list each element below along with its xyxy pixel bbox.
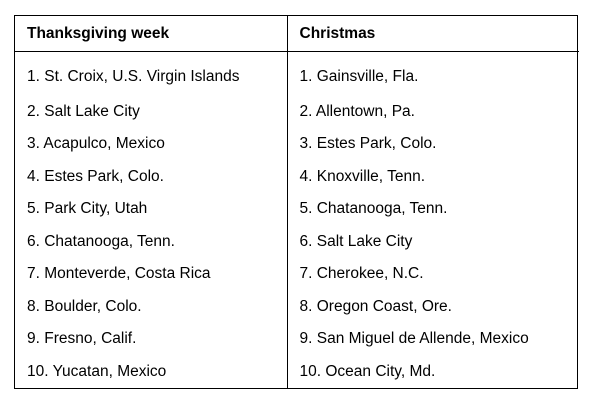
thanksgiving-cell: 5. Park City, Utah [27,200,148,218]
table-row: 8. Boulder, Colo. 8. Oregon Coast, Ore. [15,290,579,323]
destinations-table-container: Thanksgiving week Christmas 1. St. Croix… [14,15,579,389]
table-row: 7. Monteverde, Costa Rica 7. Cherokee, N… [15,258,579,291]
thanksgiving-cell: 2. Salt Lake City [27,102,140,120]
table-row: 3. Acapulco, Mexico 3. Estes Park, Colo. [15,128,579,161]
table-row: 2. Salt Lake City 2. Allentown, Pa. [15,95,579,129]
table-header-row: Thanksgiving week Christmas [15,16,579,52]
table-row: 5. Park City, Utah 5. Chatanooga, Tenn. [15,193,579,226]
table-row: 6. Chatanooga, Tenn. 6. Salt Lake City [15,225,579,259]
christmas-cell: 5. Chatanooga, Tenn. [286,193,579,226]
table-row: 4. Estes Park, Colo. 4. Knoxville, Tenn. [15,160,579,194]
thanksgiving-cell: 8. Boulder, Colo. [27,297,142,315]
christmas-cell: 3. Estes Park, Colo. [286,128,579,161]
christmas-cell: 1. Gainsville, Fla. [286,51,579,96]
table-row: 10. Yucatan, Mexico 10. Ocean City, Md. [15,355,579,388]
thanksgiving-cell: 7. Monteverde, Costa Rica [27,265,211,283]
christmas-cell: 2. Allentown, Pa. [286,95,579,129]
thanksgiving-cell: 3. Acapulco, Mexico [27,135,165,153]
column-header-thanksgiving: Thanksgiving week [15,16,287,52]
thanksgiving-cell: 9. Fresno, Calif. [27,330,137,348]
table-row: 1. St. Croix, U.S. Virgin Islands 1. Gai… [15,51,579,96]
christmas-cell: 9. San Miguel de Allende, Mexico [286,322,579,356]
thanksgiving-cell: 6. Chatanooga, Tenn. [27,232,175,250]
christmas-cell: 8. Oregon Coast, Ore. [286,290,579,323]
destinations-table: Thanksgiving week Christmas 1. St. Croix… [15,16,579,388]
thanksgiving-cell: 4. Estes Park, Colo. [27,167,164,185]
christmas-cell: 4. Knoxville, Tenn. [286,160,579,194]
christmas-cell: 6. Salt Lake City [286,225,579,259]
column-header-christmas: Christmas [286,16,579,52]
table-row: 9. Fresno, Calif. 9. San Miguel de Allen… [15,322,579,356]
christmas-cell: 10. Ocean City, Md. [286,355,579,388]
thanksgiving-cell: 10. Yucatan, Mexico [27,362,167,380]
christmas-cell: 7. Cherokee, N.C. [286,258,579,291]
thanksgiving-cell: 1. St. Croix, U.S. Virgin Islands [27,67,240,85]
